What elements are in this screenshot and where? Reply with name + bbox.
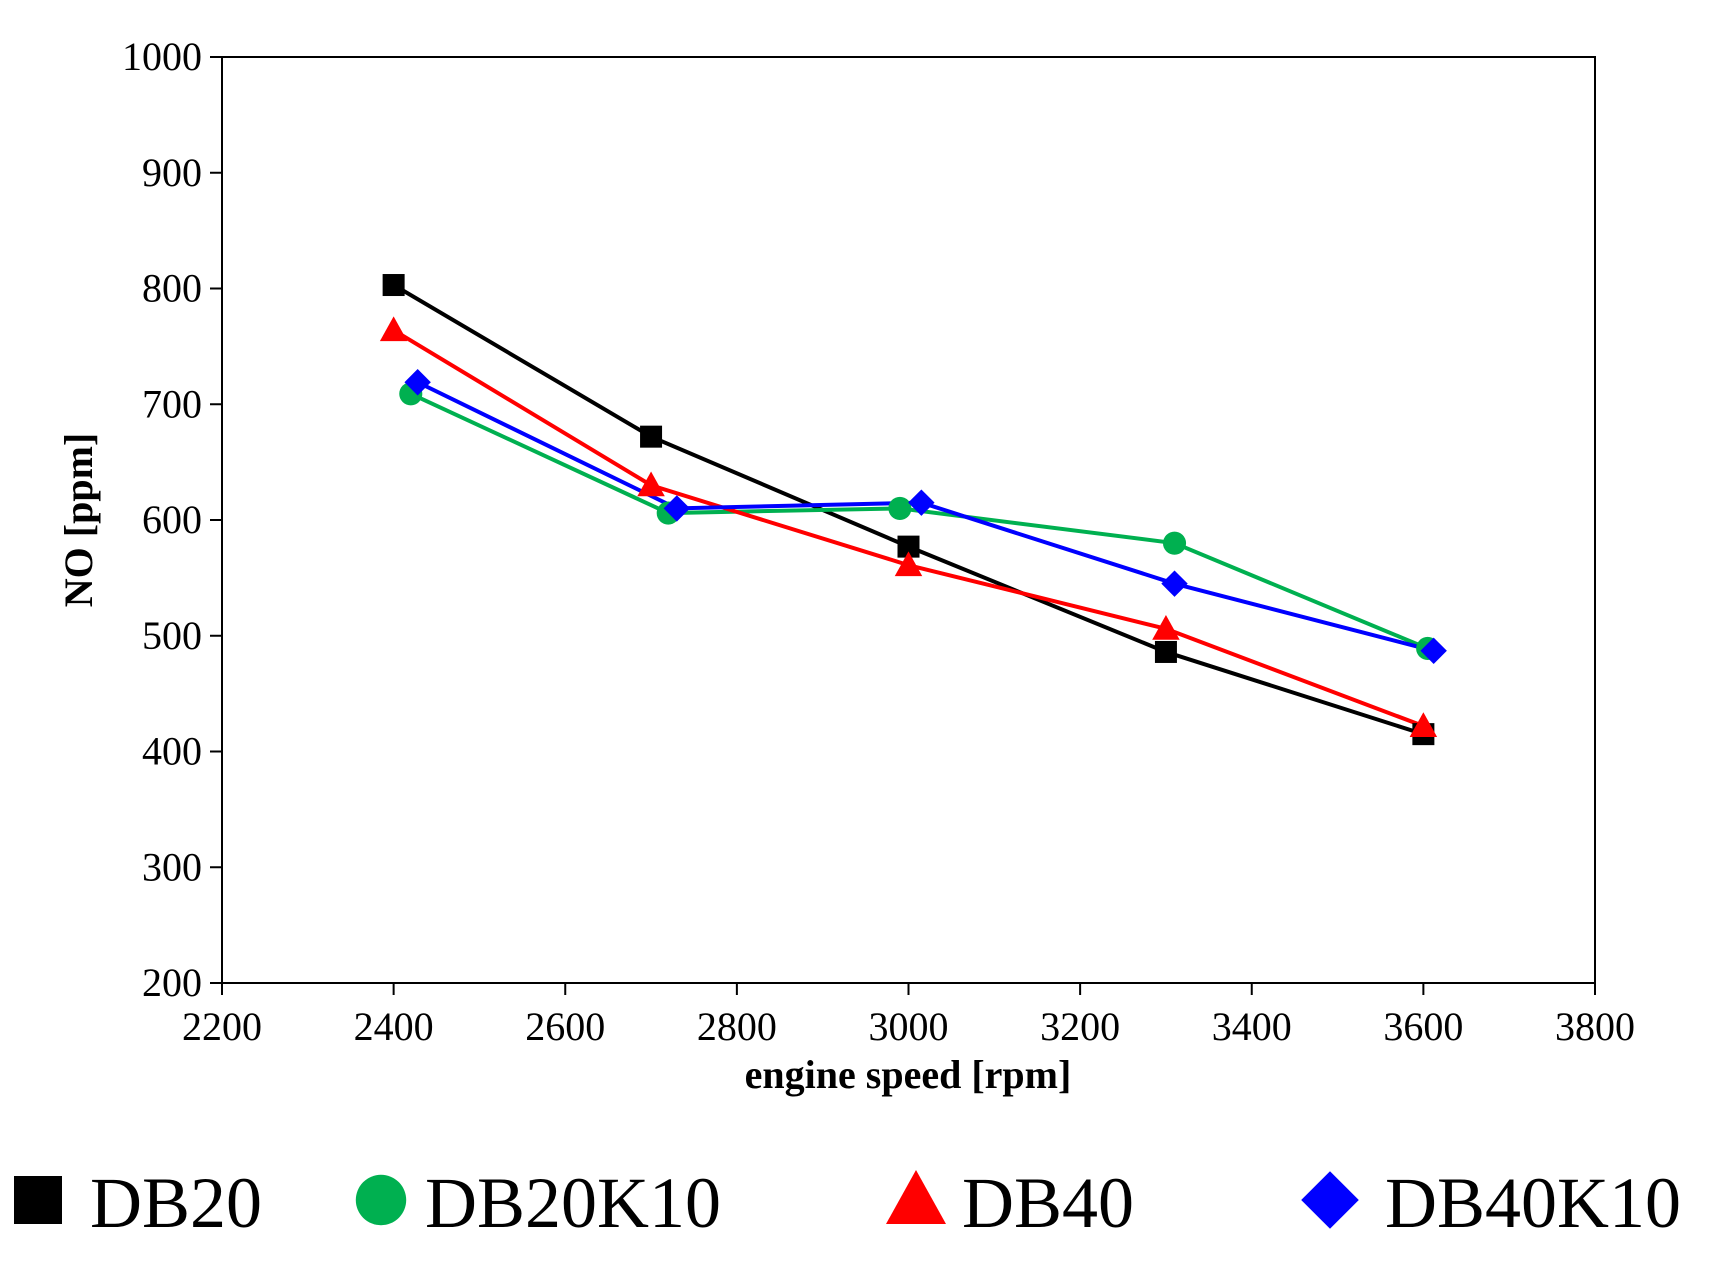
x-tick-label: 3200	[1040, 1004, 1120, 1049]
legend-label-db20k10: DB20K10	[425, 1163, 721, 1243]
data-point-db20k10	[1162, 531, 1187, 555]
y-axis-title: NO [ppm]	[56, 433, 101, 607]
data-point-db20	[640, 425, 663, 448]
x-tick-label: 3800	[1555, 1004, 1635, 1049]
y-tick-label: 200	[142, 960, 202, 1005]
data-point-db40	[637, 471, 665, 497]
x-tick-label: 2800	[697, 1004, 777, 1049]
data-point-db20	[382, 274, 405, 297]
legend: DB20 DB20K10 DB40 DB40K10	[14, 1163, 1681, 1243]
data-point-db40k10	[1161, 570, 1188, 597]
x-axis-ticks: 2200 2400 2600 2800 3000 3200 3400 3600 3800	[182, 983, 1635, 1049]
data-point-db20	[1154, 640, 1177, 663]
data-point-db40	[1409, 712, 1438, 738]
data-point-db40k10	[663, 495, 691, 522]
y-axis-ticks: 200 300 400 500 600 700 800 900 1000	[122, 34, 222, 1005]
x-tick-label: 2400	[354, 1004, 434, 1049]
legend-label-db40: DB40	[962, 1163, 1134, 1243]
data-point-db20	[897, 535, 920, 558]
data-point-db40k10	[908, 489, 935, 516]
y-tick-label: 400	[142, 729, 202, 774]
plot-area	[221, 56, 1596, 984]
legend-label-db20: DB20	[90, 1163, 262, 1243]
x-tick-label: 3400	[1212, 1004, 1292, 1049]
y-tick-label: 700	[142, 381, 202, 426]
x-tick-label: 2200	[182, 1004, 262, 1049]
legend-marker-db20k10	[355, 1174, 407, 1226]
data-point-db40	[379, 316, 408, 342]
data-point-db40k10	[1420, 637, 1447, 664]
x-tick-label: 3000	[869, 1004, 949, 1049]
y-tick-label: 800	[142, 266, 202, 311]
data-point-db40k10	[404, 369, 431, 396]
data-point-db40	[1152, 615, 1180, 640]
legend-marker-db20	[14, 1176, 62, 1224]
x-axis-title: engine speed [rpm]	[745, 1052, 1072, 1097]
legend-marker-db40	[886, 1170, 946, 1224]
legend-label-db40k10: DB40K10	[1385, 1163, 1681, 1243]
x-tick-label: 3600	[1383, 1004, 1463, 1049]
y-tick-label: 1000	[122, 34, 202, 79]
data-point-db20k10	[888, 496, 912, 520]
y-tick-label: 500	[142, 613, 202, 658]
y-tick-label: 600	[142, 497, 202, 542]
series-markers	[379, 274, 1447, 746]
legend-marker-db40k10	[1301, 1171, 1359, 1229]
y-tick-label: 900	[142, 150, 202, 195]
y-tick-label: 300	[142, 844, 202, 889]
data-point-db40	[894, 551, 923, 577]
x-tick-label: 2600	[525, 1004, 605, 1049]
